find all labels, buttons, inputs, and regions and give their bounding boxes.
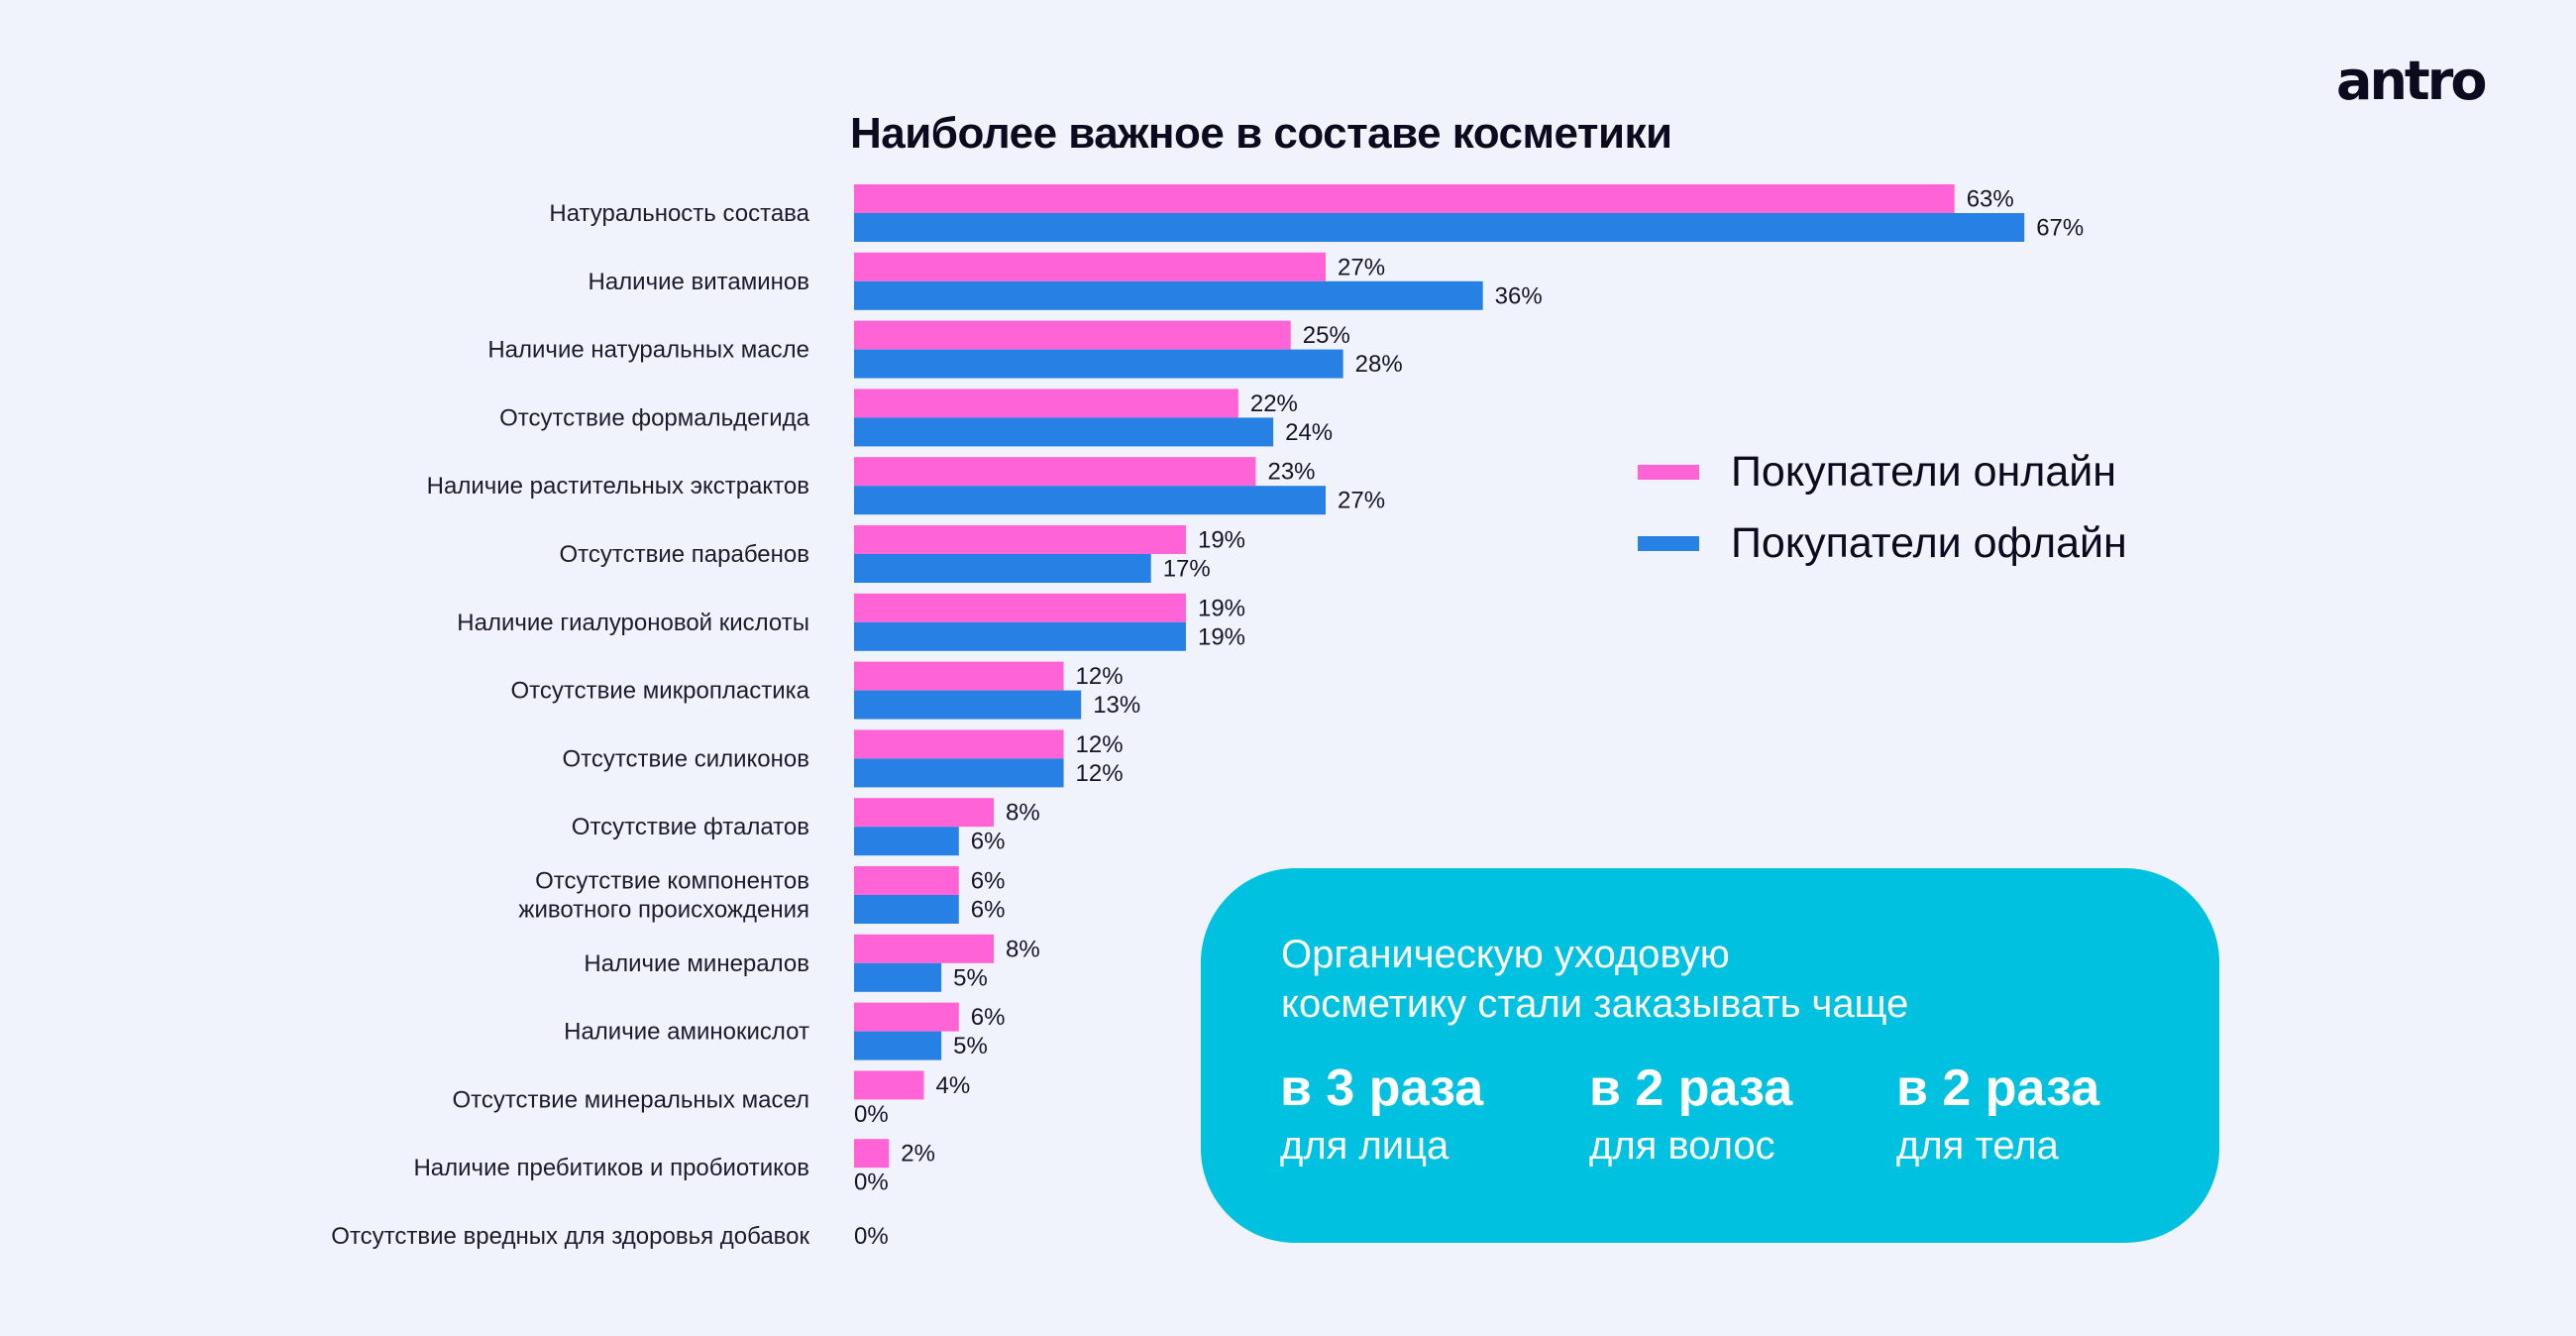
antro-logo: antro (2336, 50, 2487, 112)
bar-online (854, 661, 1064, 691)
bar-online (854, 1070, 924, 1100)
bar-offline (854, 280, 1483, 310)
bar-offline (854, 690, 1082, 720)
value-label: 5% (953, 964, 988, 991)
callout-headline-line1: Органическую уходовую (1281, 933, 1730, 976)
bar-online (854, 525, 1186, 554)
value-label: 0% (854, 1101, 889, 1128)
stat-body: в 2 раза для тела (1896, 1058, 2099, 1173)
chart-title: Наиболее важное в составе косметики (850, 109, 1672, 158)
category-label: Отсутствие компонентов животного происхож… (518, 868, 809, 924)
value-label: 19% (1198, 595, 1245, 621)
category-label: Натуральность состава (549, 200, 809, 227)
bar-offline (854, 758, 1064, 788)
value-label: 12% (1076, 760, 1124, 787)
bar-online (854, 934, 995, 963)
bar-offline (854, 1031, 942, 1060)
bar-online (854, 1139, 890, 1169)
stat-value: в 2 раза (1589, 1059, 1793, 1117)
stat-label: для лица (1280, 1124, 1449, 1168)
value-label: 27% (1338, 254, 1385, 280)
value-label: 8% (1006, 936, 1040, 962)
callout-card: Органическую уходовую косметику стали за… (1201, 868, 2219, 1243)
legend-swatch-offline (1638, 535, 1699, 551)
bar-offline (854, 554, 1151, 583)
legend-item-offline: Покупатели офлайн (1638, 507, 2127, 579)
value-label: 24% (1285, 419, 1333, 446)
value-label: 67% (2036, 215, 2084, 242)
bar-offline (854, 621, 1186, 651)
stat-label: для волос (1589, 1124, 1775, 1168)
stat-hair: в 2 раза для волос (1589, 1058, 1792, 1173)
bar-online (854, 1002, 959, 1032)
legend-label-offline: Покупатели офлайн (1731, 518, 2127, 567)
category-label: Отсутствие вредных для здоровья добавок (331, 1223, 809, 1250)
category-label: Наличие растительных экстрактов (427, 473, 809, 500)
value-label: 28% (1355, 351, 1403, 378)
category-label: Отсутствие микропластика (511, 678, 810, 705)
value-label: 6% (971, 1004, 1006, 1031)
value-label: 12% (1076, 731, 1124, 758)
bar-offline (854, 895, 959, 924)
bar-offline (854, 486, 1327, 515)
stat-face: в 3 раза для лица (1280, 1058, 1483, 1173)
value-label: 6% (971, 897, 1006, 924)
callout-headline-line2: косметику стали заказывать чаще (1281, 982, 1909, 1026)
bar-offline (854, 417, 1274, 447)
chart-legend: Покупатели онлайн Покупатели офлайн (1638, 436, 2127, 579)
stat-value: в 3 раза (1280, 1059, 1484, 1117)
value-label: 27% (1338, 488, 1385, 514)
value-label: 8% (1006, 800, 1040, 827)
category-label: Наличие натуральных масле (487, 337, 809, 364)
bar-offline (854, 962, 942, 992)
bar-offline (854, 349, 1343, 379)
value-label: 4% (936, 1072, 971, 1099)
value-label: 6% (971, 829, 1006, 855)
category-label: Наличие аминокислот (564, 1019, 809, 1046)
category-label: Наличие витаминов (589, 269, 810, 295)
bar-online (854, 593, 1186, 622)
legend-label-online: Покупатели онлайн (1731, 447, 2117, 496)
value-label: 17% (1163, 556, 1211, 583)
value-label: 12% (1076, 663, 1124, 690)
bar-online (854, 252, 1327, 281)
value-label: 25% (1303, 322, 1350, 349)
legend-swatch-online (1638, 464, 1699, 480)
category-label: Наличие пребитиков и пробиотиков (413, 1155, 809, 1181)
bar-online (854, 866, 959, 895)
category-label: Отсутствие парабенов (560, 541, 810, 568)
category-label: Отсутствие силиконов (562, 745, 809, 772)
category-label: Отсутствие фталатов (572, 814, 809, 840)
stat-label: для тела (1896, 1124, 2059, 1168)
bar-online (854, 798, 995, 828)
bar-online (854, 729, 1064, 759)
value-label: 6% (971, 868, 1006, 895)
value-label: 22% (1250, 390, 1298, 417)
value-label: 19% (1198, 623, 1245, 650)
bar-online (854, 320, 1291, 350)
category-label: Наличие гиалуроновой кислоты (457, 610, 809, 636)
value-label: 2% (901, 1141, 935, 1168)
bar-online (854, 457, 1256, 487)
bar-offline (854, 213, 2025, 242)
value-label: 0% (854, 1223, 889, 1250)
value-label: 19% (1198, 527, 1245, 554)
legend-item-online: Покупатели онлайн (1638, 436, 2127, 507)
bar-online (854, 184, 1955, 213)
callout-headline: Органическую уходовую косметику стали за… (1281, 930, 1908, 1029)
value-label: 36% (1495, 282, 1543, 309)
category-label: Отсутствие минеральных масел (452, 1086, 809, 1113)
value-label: 23% (1267, 459, 1315, 486)
value-label: 5% (953, 1033, 988, 1059)
category-label: Отсутствие формальдегида (499, 404, 810, 431)
bar-offline (854, 827, 959, 856)
value-label: 63% (1967, 186, 2014, 213)
value-label: 0% (854, 1169, 889, 1196)
category-label: Наличие минералов (584, 950, 809, 977)
stat-value: в 2 раза (1896, 1059, 2100, 1117)
bar-online (854, 389, 1238, 418)
value-label: 13% (1093, 692, 1140, 719)
